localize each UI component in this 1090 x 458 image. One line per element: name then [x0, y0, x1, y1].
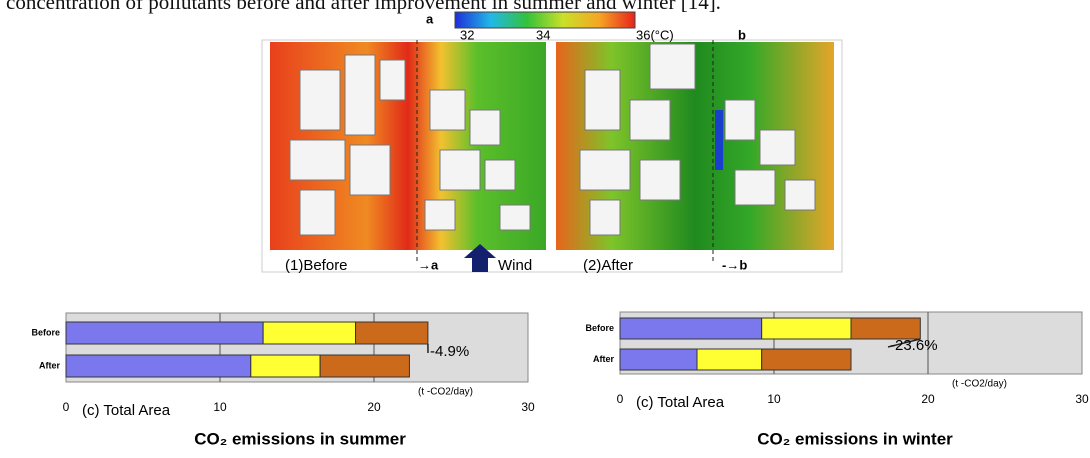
x-tick-label: 20	[921, 392, 935, 406]
colorbar-label: 32	[460, 27, 474, 42]
caption: CO₂ emissions in summer	[194, 429, 406, 448]
colorbar	[455, 12, 635, 28]
axis-label: (c) Total Area	[82, 402, 171, 419]
bar-segment	[356, 322, 428, 344]
cool-street	[715, 110, 723, 170]
section-end: -→b	[722, 257, 747, 272]
bar-segment	[620, 318, 762, 339]
unit-label: (t -CO2/day)	[952, 379, 1007, 390]
caption: CO₂ emissions in winter	[757, 429, 953, 448]
bar-segment	[66, 322, 263, 344]
panel-label: (2)After	[583, 257, 633, 274]
bar-segment	[251, 355, 320, 377]
bar-segment	[762, 349, 851, 370]
axis-label: (c) Total Area	[636, 394, 725, 411]
y-tick-label: Before	[31, 327, 60, 337]
unit-label: (t -CO2/day)	[418, 387, 473, 398]
bar-segment	[263, 322, 355, 344]
y-tick-label: Before	[585, 323, 614, 333]
wind-label: Wind	[498, 257, 532, 274]
x-tick-label: 10	[767, 392, 781, 406]
x-tick-label: 0	[617, 392, 624, 406]
y-tick-label: After	[593, 354, 614, 364]
panel-label: (1)Before	[285, 257, 348, 274]
section-end: →a	[418, 257, 439, 272]
bar-segment	[620, 349, 697, 370]
y-tick-label: After	[39, 360, 60, 370]
x-tick-label: 10	[213, 400, 227, 414]
section-label: a	[426, 11, 434, 26]
x-tick-label: 30	[1075, 392, 1089, 406]
bar-segment	[320, 355, 409, 377]
x-tick-label: 0	[63, 400, 70, 414]
colorbar-label: 36(°C)	[636, 27, 674, 42]
change-label: -4.9%	[430, 343, 469, 360]
section-label: b	[738, 27, 746, 42]
change-label: -23.6%	[890, 337, 938, 354]
bar-segment	[762, 318, 851, 339]
bar-segment	[697, 349, 762, 370]
page: concentration of pollutants before and a…	[0, 0, 1090, 458]
x-tick-label: 20	[367, 400, 381, 414]
x-tick-label: 30	[521, 400, 535, 414]
thermal-figure: 32 34 36(°C) a b (1)Before →a Wind (2)Af…	[262, 11, 842, 274]
colorbar-label: 34	[536, 27, 550, 42]
bar-segment	[851, 318, 920, 339]
bar-segment	[66, 355, 251, 377]
